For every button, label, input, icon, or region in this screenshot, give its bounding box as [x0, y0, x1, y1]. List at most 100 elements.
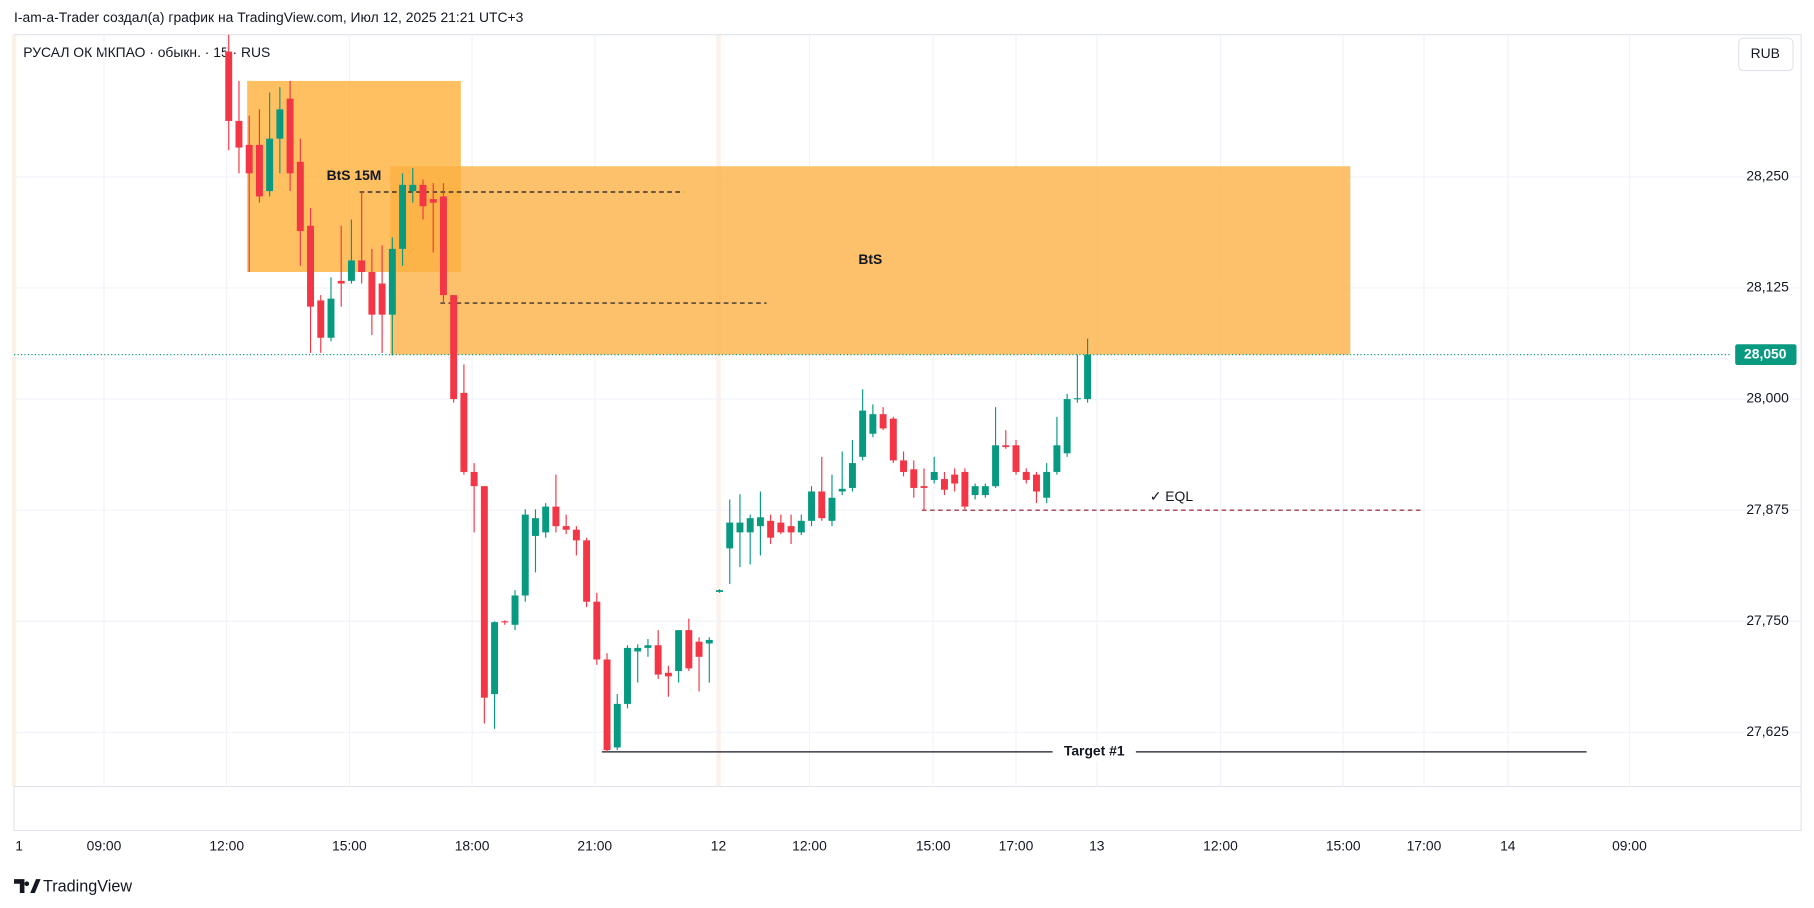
candle-body	[521, 514, 529, 596]
candle-body	[930, 471, 938, 480]
last-price-label: 28,050	[1744, 345, 1787, 361]
currency-button[interactable]	[1738, 37, 1794, 72]
candle-body	[450, 295, 458, 400]
candle-body	[685, 630, 693, 669]
candle-body	[378, 283, 386, 315]
last-price-box	[1735, 344, 1797, 366]
x-tick-label: 12	[711, 837, 727, 853]
candle-body	[491, 622, 499, 695]
candle-body	[255, 144, 263, 197]
x-tick-label: 1	[15, 837, 23, 853]
candle-body	[552, 506, 560, 527]
zone-label: BtS 15M	[327, 167, 382, 183]
candle-body	[511, 595, 519, 625]
candle-body	[992, 445, 1000, 487]
candle-body	[736, 522, 744, 533]
candle-body	[664, 672, 672, 677]
candle-body	[654, 645, 662, 675]
x-tick-label: 21:00	[577, 837, 612, 853]
candle-body	[399, 184, 407, 249]
x-tick-label: 15:00	[916, 837, 951, 853]
candle-body	[940, 479, 948, 490]
candle-body	[1053, 445, 1061, 472]
candle-body	[317, 300, 325, 338]
candle-body	[859, 410, 867, 457]
candle-body	[705, 639, 713, 644]
x-tick-label: 09:00	[87, 837, 122, 853]
candle-body	[429, 199, 437, 203]
candle-body	[1043, 471, 1051, 498]
candle-body	[583, 540, 591, 602]
y-tick-label: 28,000	[1746, 390, 1789, 406]
y-tick-label: 27,750	[1746, 612, 1789, 628]
x-tick-label: 13	[1089, 837, 1105, 853]
candle-body	[1073, 398, 1081, 400]
candle-body	[1012, 445, 1020, 472]
candle-body	[644, 645, 652, 648]
candle-body	[767, 520, 775, 538]
plot: 27,625 27,750 27,875 28,000 28,125 28,250 1 09:…	[11, 34, 1802, 853]
candle-body	[716, 590, 723, 592]
target-label-bg	[1052, 742, 1136, 762]
candle-body	[603, 659, 611, 751]
x-tick-label: 17:00	[1407, 837, 1442, 853]
candle-body	[593, 601, 601, 660]
x-tick-label: 15:00	[332, 837, 367, 853]
currency-label[interactable]: RUB	[1751, 45, 1780, 61]
candle-body	[501, 621, 509, 623]
zone-label: BtS	[858, 251, 882, 267]
candle-body	[1002, 445, 1010, 448]
candle-body	[388, 248, 396, 315]
candle-body	[920, 486, 928, 488]
candle-body	[235, 120, 243, 148]
candle-body	[419, 184, 427, 207]
y-tick-label: 27,875	[1746, 501, 1789, 517]
candle-body	[532, 518, 539, 536]
x-tick-label: 09:00	[1612, 837, 1647, 853]
candle-body	[900, 460, 908, 472]
candle-body	[777, 522, 785, 533]
candle-body	[951, 474, 959, 484]
candle-body	[961, 471, 969, 507]
candle-body	[266, 138, 274, 192]
candle-body	[572, 529, 580, 541]
candle-body	[368, 271, 376, 315]
candle-body	[879, 414, 887, 429]
candle-body	[756, 517, 764, 527]
candle-body	[1032, 474, 1040, 492]
symbol-info: РУСАЛ ОК МКПАО · обыкн. · 15 · RUS	[23, 44, 270, 60]
candle-body	[746, 518, 754, 533]
candle-body	[838, 488, 846, 492]
level-label: ✓ EQL	[1150, 488, 1194, 504]
candle-body	[828, 497, 836, 521]
candle-body	[848, 463, 856, 488]
candle-body	[869, 414, 877, 434]
candle-body	[624, 647, 631, 704]
attribution: I-am-a-Trader создал(а) график на Tradin…	[14, 9, 524, 25]
y-tick-label: 28,125	[1746, 279, 1789, 295]
candle-body	[276, 109, 284, 139]
brand-name: TradingView	[43, 877, 132, 895]
x-tick-label: 15:00	[1326, 837, 1361, 853]
candle-body	[910, 469, 918, 488]
y-tick-label: 28,250	[1746, 168, 1789, 184]
candle-body	[981, 486, 989, 496]
candle-body	[634, 647, 642, 652]
x-tick-label: 12:00	[792, 837, 827, 853]
candle-body	[562, 526, 570, 530]
candle-body	[460, 392, 468, 472]
candle-body	[296, 161, 304, 232]
candle-body	[818, 491, 826, 519]
candle-body	[1084, 354, 1092, 400]
candle-body	[347, 260, 355, 281]
candle-body	[889, 418, 897, 461]
x-tick-label: 18:00	[455, 837, 490, 853]
candle-body	[542, 506, 550, 533]
x-tick-label: 14	[1500, 837, 1516, 853]
target-label: Target #1	[1064, 743, 1125, 759]
candle-body	[327, 298, 335, 338]
candle-body	[971, 486, 979, 496]
candle-body	[470, 471, 478, 487]
